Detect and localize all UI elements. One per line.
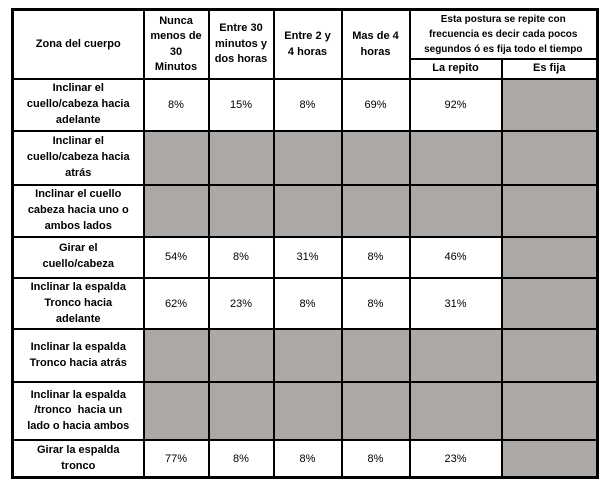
- value-cell: 8%: [142, 78, 210, 132]
- header-la-repito: La repito: [408, 58, 503, 80]
- value-cell: [500, 381, 599, 442]
- table-row: Girar el cuello/cabeza 54% 8% 31% 8% 46%: [11, 235, 599, 279]
- value-cell: 8%: [340, 276, 411, 331]
- value-cell: [142, 328, 210, 384]
- value-cell: 15%: [207, 78, 275, 132]
- value-cell: 77%: [142, 439, 210, 479]
- value-cell: [408, 381, 503, 442]
- row-label: Girar la espalda tronco: [11, 439, 145, 479]
- row-label: Inclinar el cuello/cabeza hacia adelante: [11, 78, 145, 132]
- row-label: Inclinar el cuello/cabeza hacia atrás: [11, 129, 145, 186]
- value-cell: [207, 183, 275, 238]
- row-label: Inclinar el cuello cabeza hacia uno o am…: [11, 183, 145, 238]
- value-cell: [142, 183, 210, 238]
- value-cell: [500, 276, 599, 331]
- value-cell: 31%: [272, 235, 343, 279]
- value-cell: [408, 183, 503, 238]
- header-row-sub: La repito Es fija: [13, 58, 599, 80]
- value-cell: [500, 129, 599, 186]
- header-es-fija: Es fija: [500, 58, 599, 80]
- value-cell: 8%: [272, 78, 343, 132]
- value-cell: 23%: [207, 276, 275, 331]
- posture-frequency-table: Zona del cuerpo Nunca menos de 30 Minuto…: [11, 8, 600, 479]
- value-cell: 46%: [408, 235, 503, 279]
- value-cell: 31%: [408, 276, 503, 331]
- value-cell: [272, 129, 343, 186]
- table-row: Inclinar el cuello cabeza hacia uno o am…: [11, 183, 599, 238]
- header-row-main: Zona del cuerpo Nunca menos de 30 Minuto…: [11, 8, 599, 80]
- table-row: Inclinar el cuello/cabeza hacia adelante…: [11, 78, 599, 132]
- value-cell: [340, 183, 411, 238]
- header-nunca-menos-30-min: Nunca menos de 30 Minutos: [142, 8, 210, 80]
- value-cell: 8%: [207, 235, 275, 279]
- header-entre-30min-2h: Entre 30 minutos y dos horas: [207, 8, 275, 80]
- value-cell: 8%: [272, 276, 343, 331]
- table-row: Inclinar la espalda Tronco hacia atrás: [11, 328, 599, 384]
- value-cell: [207, 129, 275, 186]
- value-cell: [142, 381, 210, 442]
- value-cell: [340, 381, 411, 442]
- value-cell: 54%: [142, 235, 210, 279]
- value-cell: [142, 129, 210, 186]
- value-cell: [500, 235, 599, 279]
- value-cell: [272, 381, 343, 442]
- table-row: Inclinar la espalda Tronco hacia adelant…: [11, 276, 599, 331]
- row-label: Inclinar la espalda Tronco hacia adelant…: [11, 276, 145, 331]
- value-cell: 92%: [408, 78, 503, 132]
- value-cell: [408, 328, 503, 384]
- table-row: Girar la espalda tronco 77% 8% 8% 8% 23%: [11, 439, 599, 479]
- value-cell: 69%: [340, 78, 411, 132]
- value-cell: [500, 78, 599, 132]
- table-row: Inclinar el cuello/cabeza hacia atrás: [11, 129, 599, 186]
- value-cell: 8%: [340, 235, 411, 279]
- value-cell: [340, 129, 411, 186]
- row-label: Inclinar la espalda /tronco hacia un lad…: [11, 381, 145, 442]
- value-cell: [500, 328, 599, 384]
- value-cell: [500, 439, 599, 479]
- value-cell: [500, 183, 599, 238]
- table-row: Inclinar la espalda /tronco hacia un lad…: [11, 381, 599, 442]
- value-cell: [340, 328, 411, 384]
- value-cell: [272, 183, 343, 238]
- header-mas-de-4h: Mas de 4 horas: [340, 8, 411, 80]
- value-cell: 62%: [142, 276, 210, 331]
- value-cell: 8%: [272, 439, 343, 479]
- header-entre-2-4h: Entre 2 y 4 horas: [272, 8, 343, 80]
- row-label: Girar el cuello/cabeza: [11, 235, 145, 279]
- value-cell: 23%: [408, 439, 503, 479]
- value-cell: [207, 381, 275, 442]
- row-label: Inclinar la espalda Tronco hacia atrás: [11, 328, 145, 384]
- value-cell: 8%: [340, 439, 411, 479]
- value-cell: [272, 328, 343, 384]
- value-cell: [408, 129, 503, 186]
- header-postura-repite: Esta postura se repite con frecuencia es…: [408, 8, 599, 60]
- header-zona-del-cuerpo: Zona del cuerpo: [11, 8, 145, 80]
- value-cell: [207, 328, 275, 384]
- value-cell: 8%: [207, 439, 275, 479]
